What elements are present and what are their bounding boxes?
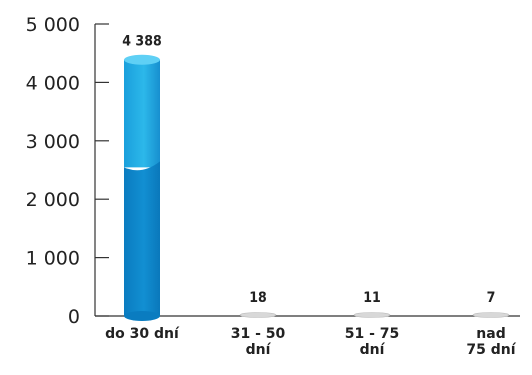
bar-disc xyxy=(353,312,391,318)
y-tick-label: 2 000 xyxy=(26,189,80,211)
x-category-label: 51 - 75 xyxy=(345,326,400,342)
y-tick-label: 3 000 xyxy=(26,131,80,153)
bar-disc xyxy=(472,312,510,318)
x-category-label: dní xyxy=(360,342,386,358)
x-category-label: dní xyxy=(246,342,272,358)
y-tick-label: 1 000 xyxy=(26,248,80,270)
bar xyxy=(124,54,160,321)
y-axis: 0 1 000 2 000 3 000 4 000 5 000 xyxy=(26,14,109,328)
x-category-label: 75 dní xyxy=(466,342,516,358)
bar xyxy=(353,312,391,318)
y-tick-label: 0 xyxy=(68,306,80,328)
data-label: 7 xyxy=(487,290,496,306)
y-tick-label: 5 000 xyxy=(26,14,80,36)
bar-body-lower xyxy=(124,161,160,316)
bar-body-upper xyxy=(124,59,160,168)
bar xyxy=(239,312,277,318)
x-category-label: 31 - 50 xyxy=(231,326,286,342)
y-tick-label: 4 000 xyxy=(26,72,80,94)
bar xyxy=(472,312,510,318)
bars xyxy=(124,54,510,321)
x-category-label: do 30 dní xyxy=(105,326,180,342)
data-label: 11 xyxy=(363,290,381,306)
data-label: 18 xyxy=(249,290,267,306)
x-category-label: nad xyxy=(476,326,505,342)
bar-cap xyxy=(124,54,160,65)
bar-base xyxy=(124,311,160,321)
bar-disc xyxy=(239,312,277,318)
data-label: 4 388 xyxy=(122,34,161,50)
data-labels: 4 388 18 11 7 xyxy=(122,34,495,306)
